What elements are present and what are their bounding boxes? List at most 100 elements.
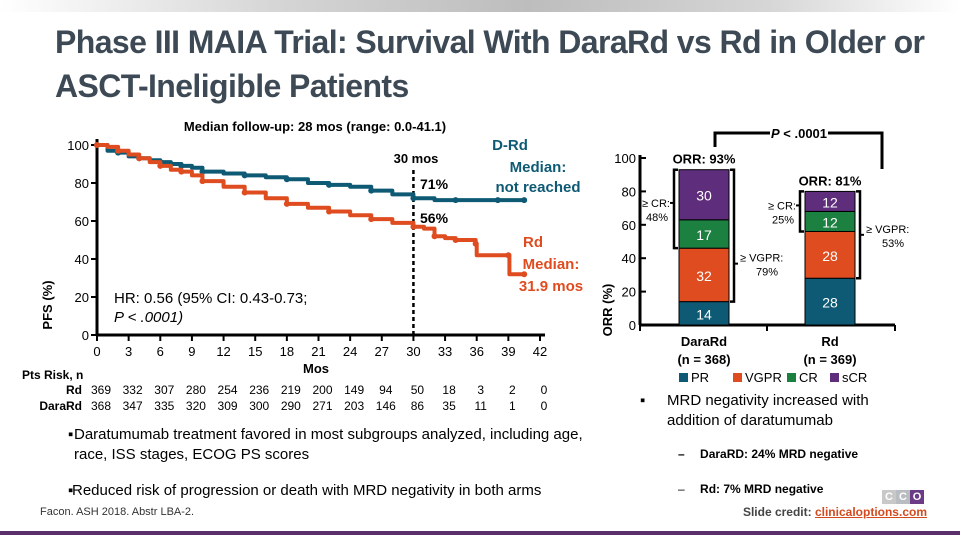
ge-vgpr-value: 79% bbox=[756, 267, 778, 279]
dash-icon: – bbox=[678, 482, 685, 496]
ge-cr-bracket bbox=[798, 190, 804, 233]
risk-value: 0 bbox=[541, 399, 548, 413]
legend-label-scr: sCR bbox=[842, 370, 867, 385]
risk-value: 271 bbox=[312, 399, 332, 413]
censor-mark bbox=[157, 162, 164, 169]
x-tick-label: 3 bbox=[125, 344, 132, 359]
ge-vgpr-label: ≥ VGPR: bbox=[740, 253, 783, 265]
bullet-mrd-increased: ▪ MRD negativity increased with addition… bbox=[640, 391, 900, 431]
x-tick-label: 18 bbox=[280, 344, 294, 359]
censor-mark bbox=[178, 162, 185, 169]
bullet-subgroups: ▪ Daratumumab treatment favored in most … bbox=[68, 425, 608, 465]
dash-icon: – bbox=[678, 447, 685, 461]
ge-cr-value: 48% bbox=[646, 212, 668, 224]
risk-value: 369 bbox=[91, 383, 111, 397]
risk-value: 320 bbox=[186, 399, 206, 413]
cco-logo: C C O bbox=[882, 490, 924, 504]
bullet-text: MRD negativity increased with addition o… bbox=[667, 392, 869, 429]
ge-cr-bracket bbox=[672, 168, 678, 250]
legend-swatch-cr bbox=[787, 373, 796, 382]
x-tick-label: 0 bbox=[93, 344, 100, 359]
orr-total-label: ORR: 93% bbox=[673, 152, 736, 167]
p-value-bracket bbox=[713, 131, 884, 169]
risk-value: 368 bbox=[91, 399, 111, 413]
orr-category-label: DaraRd bbox=[681, 334, 727, 349]
bottom-accent-line bbox=[0, 531, 960, 535]
sub-bullet-rd: – Rd: 7% MRD negative bbox=[678, 482, 823, 496]
bullet-text: Daratumumab treatment favored in most su… bbox=[74, 426, 583, 463]
orr-bar-value: 28 bbox=[822, 295, 838, 311]
censor-mark bbox=[452, 197, 459, 204]
legend-swatch-pr bbox=[679, 373, 688, 382]
rd-legend-line3: 31.9 mos bbox=[519, 278, 583, 295]
x-tick-label: 36 bbox=[469, 344, 483, 359]
orr-bar-vgpr bbox=[678, 247, 730, 303]
risk-value: 290 bbox=[281, 399, 301, 413]
sub-bullet-text: DaraRD: 24% MRD negative bbox=[700, 447, 859, 461]
risk-row-label: DaraRd bbox=[39, 399, 82, 413]
censor-mark bbox=[241, 189, 248, 196]
censor-mark bbox=[94, 142, 100, 148]
citation: Facon. ASH 2018. Abstr LBA-2. bbox=[40, 506, 195, 518]
x-tick-label: 33 bbox=[438, 344, 452, 359]
orr-bar-value: 12 bbox=[822, 194, 838, 210]
censor-mark bbox=[199, 168, 206, 175]
ge-cr-value: 25% bbox=[772, 214, 794, 226]
y-axis-title: PFS (%) bbox=[40, 280, 55, 329]
risk-value: 86 bbox=[411, 399, 425, 413]
orr-bar-cr bbox=[678, 219, 730, 249]
censor-mark bbox=[326, 181, 333, 188]
legend-label-pr: PR bbox=[691, 370, 709, 385]
censor-mark bbox=[199, 178, 206, 185]
km-curve-d-rd bbox=[97, 143, 525, 203]
y-tick-label: 80 bbox=[75, 176, 89, 191]
ge-vgpr-bracket bbox=[856, 190, 862, 280]
followup-label: Median follow-up: 28 mos (range: 0.0-41.… bbox=[184, 119, 446, 134]
x-tick-label: 6 bbox=[157, 344, 164, 359]
ge-vgpr-bracket bbox=[730, 168, 736, 303]
censor-mark bbox=[115, 147, 122, 154]
risk-value: 307 bbox=[154, 383, 174, 397]
risk-row-label: Rd bbox=[66, 383, 82, 397]
risk-value: 200 bbox=[312, 383, 332, 397]
p-value-label: P < .0001 bbox=[771, 126, 827, 141]
x-axis-title: Mos bbox=[303, 361, 329, 376]
risk-value: 94 bbox=[379, 383, 393, 397]
bullet-mrd-arms: ▪ Reduced risk of progression or death w… bbox=[68, 481, 608, 501]
legend-swatch-vgpr bbox=[733, 373, 742, 382]
legend-label-vgpr: VGPR bbox=[745, 370, 782, 385]
censor-mark bbox=[241, 172, 248, 179]
orr-category-n: (n = 368) bbox=[677, 352, 730, 367]
dara-legend-line3: not reached bbox=[495, 179, 580, 196]
censor-mark bbox=[452, 237, 459, 243]
marker-30mos-label: 30 mos bbox=[394, 151, 439, 166]
y-tick-label: 60 bbox=[75, 214, 89, 229]
x-tick-label: 30 bbox=[406, 344, 420, 359]
y-tick-label: 0 bbox=[82, 328, 89, 343]
logo-letter: C bbox=[896, 490, 910, 504]
slide-credit: Slide credit: clinicaloptions.com bbox=[742, 505, 927, 519]
risk-value: 3 bbox=[477, 383, 484, 397]
risk-value: 300 bbox=[249, 399, 269, 413]
censor-mark bbox=[326, 208, 333, 215]
legend-label-cr: CR bbox=[799, 370, 818, 385]
risk-value: 236 bbox=[249, 383, 269, 397]
hr-line2: P < .0001) bbox=[114, 309, 183, 326]
orr-y-tick-label: 80 bbox=[622, 184, 636, 199]
risk-value: 149 bbox=[344, 383, 364, 397]
risk-value: 18 bbox=[442, 383, 456, 397]
credit-link[interactable]: clinicaloptions.com bbox=[814, 505, 927, 519]
orr-bar-chart: ORR (%) P < .0001 0 20 40 60 80 100 14 32 17 30 O… bbox=[600, 126, 909, 385]
risk-value: 219 bbox=[281, 383, 301, 397]
risk-value: 0 bbox=[541, 383, 548, 397]
censor-mark bbox=[410, 223, 417, 230]
orr-y-tick-label: 20 bbox=[622, 285, 636, 300]
pfs-km-chart: Median follow-up: 28 mos (range: 0.0-41.… bbox=[40, 119, 583, 376]
orr-bar-vgpr bbox=[804, 230, 856, 279]
logo-letter: C bbox=[882, 490, 896, 504]
orr-total-label: ORR: 81% bbox=[799, 173, 862, 188]
km-curves bbox=[94, 142, 528, 278]
censor-mark bbox=[178, 168, 185, 175]
orr-category-n: (n = 369) bbox=[803, 352, 856, 367]
